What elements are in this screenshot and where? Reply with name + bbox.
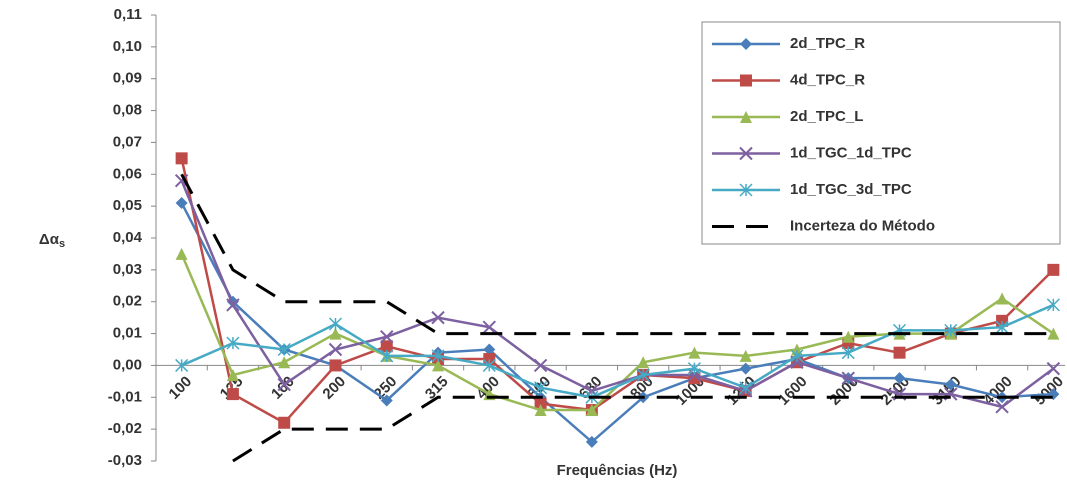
- marker: [482, 358, 496, 372]
- y-tick-label: 0,02: [113, 293, 142, 310]
- marker: [380, 394, 393, 407]
- marker: [534, 381, 548, 395]
- marker: [226, 298, 240, 312]
- marker: [996, 292, 1009, 305]
- legend-label: 2d_TPC_L: [790, 108, 863, 125]
- legend-marker: [739, 183, 753, 197]
- marker: [329, 327, 342, 340]
- marker: [841, 346, 855, 360]
- marker: [636, 368, 650, 382]
- series-line: [232, 395, 1054, 463]
- marker: [533, 358, 548, 373]
- y-tick-label: -0,02: [108, 420, 142, 437]
- y-tick-label: 0,08: [113, 102, 142, 119]
- x-tick-label: 1600: [775, 373, 811, 409]
- legend-marker: [740, 74, 752, 87]
- series-line: [180, 173, 1054, 336]
- marker: [534, 404, 547, 417]
- marker: [893, 346, 906, 359]
- marker: [380, 340, 393, 353]
- marker: [329, 359, 342, 372]
- legend-marker: [739, 146, 753, 161]
- y-tick-label: -0,03: [108, 452, 142, 469]
- marker: [739, 349, 752, 362]
- marker: [585, 435, 598, 448]
- y-tick-label: 0,01: [113, 325, 142, 342]
- marker: [841, 371, 855, 385]
- marker: [278, 356, 291, 369]
- marker: [482, 320, 497, 334]
- y-tick-label: 0,04: [113, 229, 143, 246]
- marker: [277, 342, 291, 357]
- marker: [688, 346, 701, 359]
- marker: [328, 317, 343, 331]
- marker: [637, 356, 650, 369]
- marker: [1046, 361, 1061, 376]
- series-line: [180, 180, 1055, 409]
- marker: [175, 358, 189, 372]
- marker: [995, 320, 1009, 334]
- marker: [380, 349, 394, 363]
- y-tick-label: 0,06: [113, 165, 142, 182]
- marker: [431, 310, 445, 325]
- y-tick-label: 0,03: [113, 261, 142, 278]
- marker: [1047, 263, 1060, 276]
- legend-marker: [740, 38, 752, 50]
- legend-label: 2d_TPC_R: [790, 35, 865, 52]
- y-tick-label: 0,07: [113, 133, 142, 150]
- marker: [687, 362, 701, 376]
- y-axis-label: Δαs: [39, 231, 65, 250]
- marker: [739, 381, 753, 395]
- x-axis-label: Frequências (Hz): [557, 462, 678, 479]
- marker: [944, 323, 958, 337]
- marker: [585, 404, 598, 417]
- marker: [277, 377, 291, 392]
- y-tick-label: 0,11: [114, 6, 142, 23]
- legend-marker: [740, 111, 752, 123]
- y-tick-label: 0,05: [113, 197, 142, 214]
- marker: [380, 330, 394, 344]
- marker: [278, 416, 291, 429]
- legend-label: 1d_TGC_3d_TPC: [790, 181, 912, 198]
- legend-label: 4d_TPC_R: [790, 71, 865, 88]
- series-line: [180, 158, 1055, 425]
- y-tick-label: 0,10: [113, 38, 142, 55]
- marker: [893, 372, 906, 385]
- y-tick-label: 0,00: [113, 356, 142, 373]
- marker: [431, 349, 445, 363]
- y-tick-label: -0,01: [108, 388, 142, 405]
- marker: [1047, 327, 1060, 340]
- marker: [432, 359, 445, 372]
- marker: [226, 388, 239, 401]
- marker: [944, 378, 957, 391]
- legend-label: Incerteza do Método: [790, 217, 935, 234]
- marker: [175, 152, 188, 165]
- marker: [842, 330, 855, 343]
- marker: [226, 368, 239, 381]
- marker: [175, 247, 188, 260]
- marker: [175, 196, 188, 209]
- x-tick-label: 100: [166, 373, 196, 403]
- series-line: [181, 303, 1054, 399]
- marker: [534, 397, 547, 410]
- legend-box: [701, 21, 1061, 245]
- series-line: [180, 202, 1054, 444]
- legend-label: 1d_TGC_1d_TPC: [790, 144, 912, 161]
- x-tick-label: 5000: [1031, 373, 1067, 409]
- marker: [739, 362, 752, 375]
- marker: [790, 349, 804, 363]
- y-tick-label: 0,09: [113, 70, 142, 87]
- marker: [1046, 298, 1060, 312]
- marker: [995, 400, 1009, 414]
- marker: [226, 336, 240, 350]
- marker: [483, 343, 496, 356]
- marker: [328, 342, 343, 357]
